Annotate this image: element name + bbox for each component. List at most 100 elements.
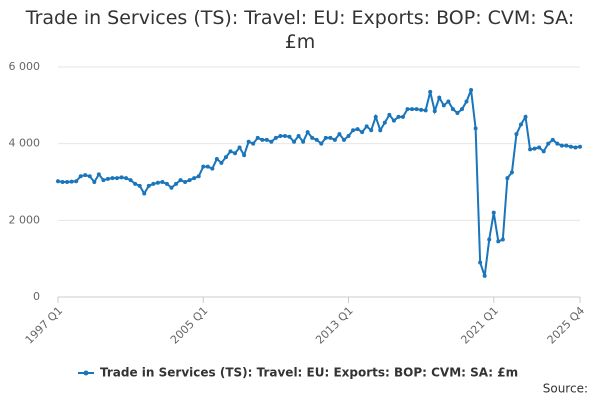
point (328, 135, 333, 140)
point (219, 160, 224, 165)
point (115, 176, 120, 181)
point (314, 137, 319, 142)
point (169, 185, 174, 190)
point (518, 122, 523, 127)
point (60, 180, 65, 184)
point (251, 141, 256, 146)
point (74, 179, 79, 184)
point (573, 145, 578, 150)
point (178, 178, 183, 183)
x-tick-label: 2025 Q4 (545, 304, 588, 347)
point (142, 191, 147, 196)
legend-marker (83, 370, 89, 376)
point (341, 137, 346, 142)
point (223, 155, 228, 160)
point (432, 109, 437, 114)
point (455, 111, 460, 115)
y-tick-label: 0 (33, 290, 40, 303)
point (174, 181, 179, 186)
point (92, 180, 97, 184)
point (478, 260, 483, 265)
point (196, 174, 201, 179)
point (491, 210, 496, 215)
point (528, 147, 533, 152)
point (337, 132, 342, 137)
point (450, 107, 455, 112)
point (537, 145, 542, 150)
point (183, 180, 188, 184)
point (128, 178, 133, 183)
point (391, 118, 396, 123)
point (496, 239, 501, 244)
point (96, 172, 101, 177)
point (400, 114, 405, 119)
point (559, 143, 564, 148)
point (56, 179, 60, 184)
point (110, 176, 115, 181)
point (228, 149, 233, 154)
point (260, 137, 265, 142)
point (546, 141, 551, 146)
point (133, 181, 138, 186)
point (414, 107, 419, 112)
point (459, 107, 464, 112)
x-tick-label: 1997 Q1 (23, 304, 66, 347)
point (532, 146, 537, 151)
point (119, 175, 124, 180)
point (346, 134, 351, 138)
point (446, 99, 451, 104)
point (437, 95, 442, 100)
legend-label: Trade in Services (TS): Travel: EU: Expo… (100, 366, 518, 380)
point (187, 178, 192, 183)
point (419, 107, 424, 112)
point (237, 145, 242, 150)
point (428, 89, 433, 94)
point (568, 144, 573, 149)
point (469, 88, 474, 92)
point (550, 137, 555, 142)
point (482, 273, 487, 278)
point (78, 174, 83, 179)
point (387, 112, 392, 117)
point (523, 114, 528, 119)
point (201, 164, 206, 169)
point (210, 166, 215, 171)
point (514, 132, 519, 137)
y-tick-label: 4 000 (9, 137, 41, 150)
point (65, 180, 70, 184)
point (146, 183, 151, 188)
point (83, 173, 88, 178)
point (423, 108, 428, 113)
point (310, 135, 315, 140)
point (69, 179, 74, 184)
point (124, 176, 129, 181)
point (305, 130, 310, 135)
point (164, 181, 169, 186)
x-tick-label: 2005 Q1 (168, 304, 211, 347)
point (555, 141, 560, 146)
point (151, 181, 156, 186)
point (396, 114, 401, 119)
point (160, 180, 165, 184)
point (205, 164, 210, 169)
point (296, 134, 301, 138)
point (301, 139, 306, 144)
point (137, 183, 142, 188)
point (378, 128, 383, 133)
point (541, 149, 546, 154)
point (273, 135, 278, 140)
point (242, 153, 247, 158)
point (101, 178, 106, 183)
point (332, 137, 337, 142)
point (487, 237, 492, 242)
point (269, 139, 274, 144)
x-tick-label: 2013 Q1 (313, 304, 356, 347)
point (246, 139, 251, 144)
chart-title: Trade in Services (TS): Travel: EU: Expo… (25, 7, 575, 53)
point (564, 143, 569, 148)
point (278, 134, 283, 138)
point (364, 124, 369, 129)
point (500, 237, 505, 242)
point (464, 99, 469, 104)
point (410, 107, 415, 112)
